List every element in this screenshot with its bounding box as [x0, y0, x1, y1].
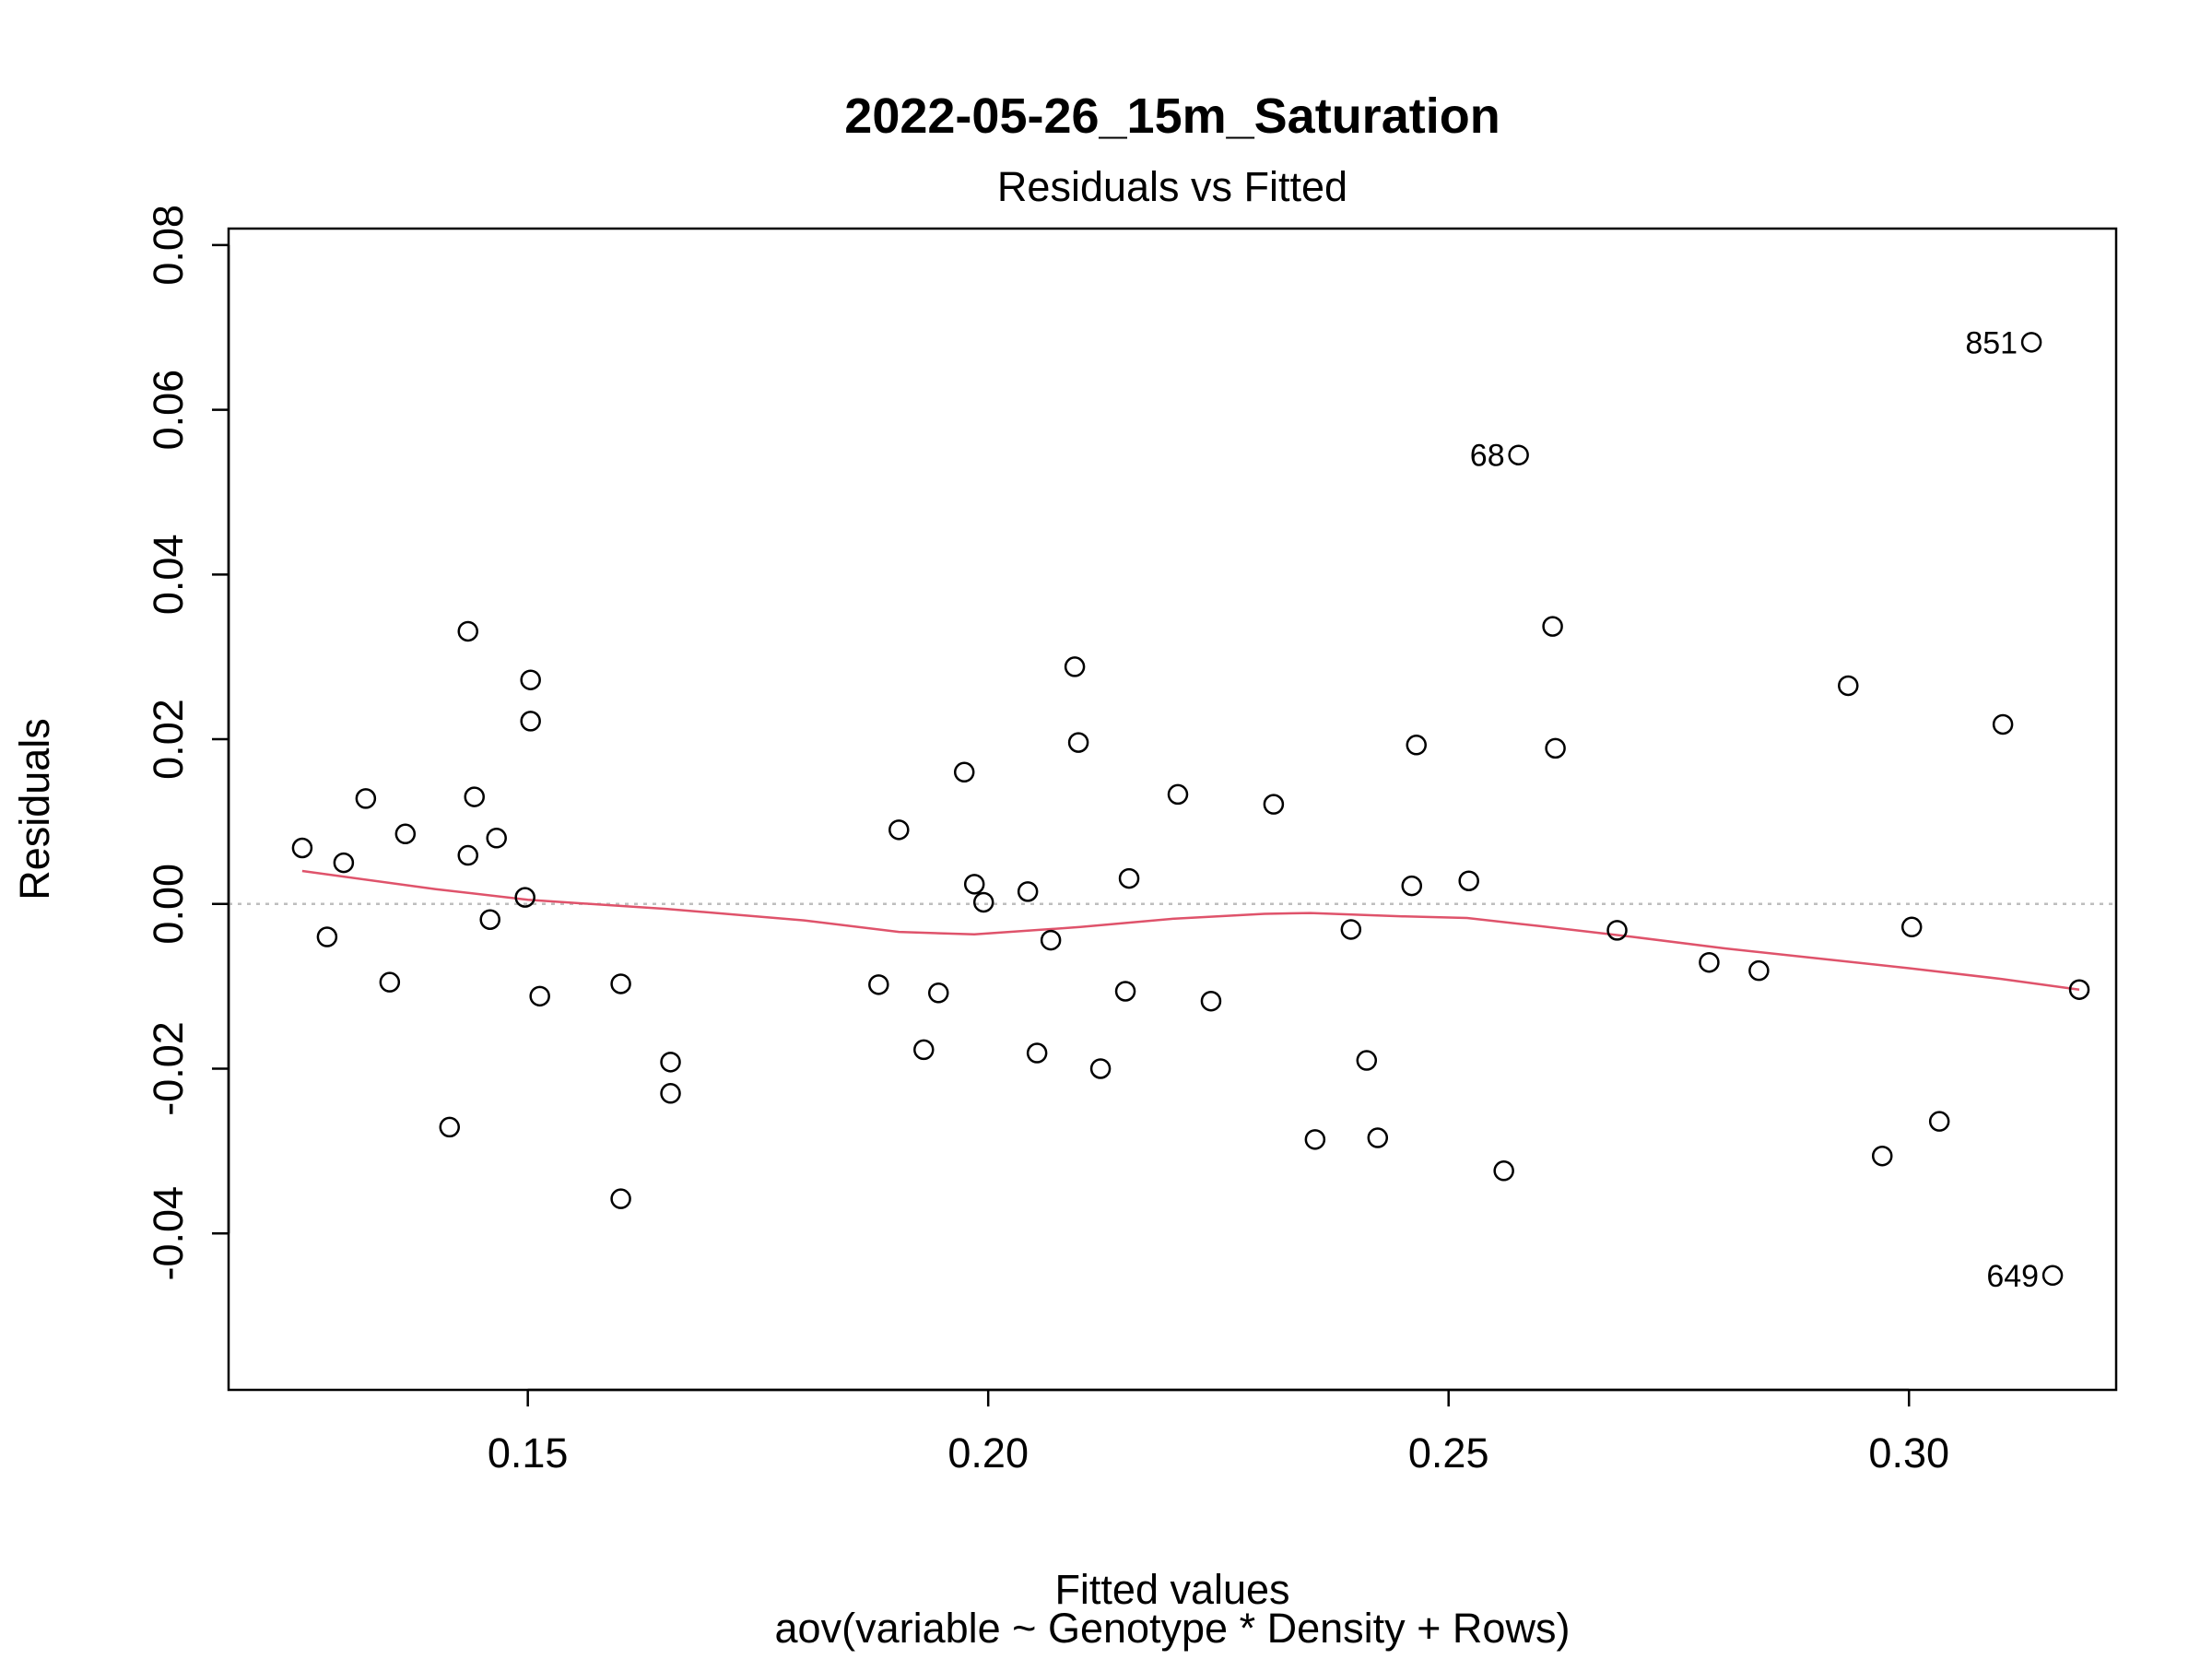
data-point	[1458, 870, 1479, 891]
y-tick-label: 0.08	[145, 205, 192, 286]
x-axis-label: Fitted values	[1054, 1566, 1289, 1613]
data-point	[963, 874, 985, 895]
data-point	[1748, 959, 1770, 982]
x-axis: 0.15 0.20 0.25 0.30	[488, 1388, 1949, 1477]
y-tick-label: 0.02	[145, 699, 192, 780]
y-axis-label: Residuals	[11, 718, 58, 900]
data-point	[610, 973, 631, 994]
x-tick-label: 0.30	[1868, 1430, 1949, 1477]
y-tick-label: 0.04	[145, 535, 192, 616]
smooth-layer	[301, 869, 2080, 991]
data-point	[927, 982, 949, 1004]
data-point	[457, 620, 478, 642]
data-point	[1838, 675, 1859, 697]
data-point	[486, 828, 507, 849]
data-point	[1928, 1111, 1950, 1132]
data-point	[316, 926, 338, 947]
data-point	[355, 788, 377, 809]
data-point	[953, 761, 975, 783]
data-point	[457, 844, 478, 866]
data-point	[913, 1039, 935, 1061]
data-point	[1340, 919, 1362, 940]
data-point	[394, 823, 417, 845]
data-point	[1089, 1058, 1112, 1079]
smooth-line	[301, 869, 2080, 991]
points-layer: 68 851 649	[291, 325, 2090, 1294]
data-point	[1118, 867, 1140, 889]
data-point	[1026, 1042, 1048, 1064]
data-point	[439, 1116, 461, 1138]
data-point	[1067, 732, 1089, 753]
data-point	[1992, 713, 2014, 735]
data-point	[333, 852, 355, 874]
data-point	[479, 909, 500, 930]
x-tick-label: 0.25	[1408, 1430, 1489, 1477]
data-point	[868, 974, 889, 995]
data-point	[1493, 1160, 1514, 1182]
data-point	[1401, 875, 1422, 897]
chart-title: 2022-05-26_15m_Saturation	[844, 88, 1500, 144]
data-point	[1367, 1127, 1389, 1148]
y-axis: -0.04 -0.02 0.00 0.02 0.04 0.06 0.08	[145, 205, 230, 1281]
data-point	[1871, 1145, 1893, 1167]
data-point	[1900, 916, 1923, 938]
data-point	[520, 669, 541, 690]
data-point	[379, 971, 401, 993]
data-point	[529, 985, 550, 1007]
y-tick-label: -0.02	[145, 1021, 192, 1116]
data-point	[2041, 1265, 2064, 1287]
data-point	[610, 1188, 631, 1209]
data-point	[520, 711, 541, 732]
data-point	[2068, 979, 2090, 1000]
data-point	[1356, 1050, 1378, 1071]
data-point	[1040, 929, 1062, 951]
data-point	[972, 891, 994, 913]
data-point	[1406, 735, 1427, 756]
point-label: 649	[1986, 1259, 2039, 1294]
x-tick-label: 0.15	[488, 1430, 569, 1477]
y-tick-label: 0.06	[145, 370, 192, 451]
data-point	[660, 1083, 681, 1104]
data-point	[291, 837, 313, 859]
x-tick-label: 0.20	[947, 1430, 1029, 1477]
data-point	[1545, 737, 1566, 759]
data-point	[660, 1052, 681, 1073]
data-point	[1606, 920, 1628, 941]
point-label: 851	[1965, 325, 2018, 360]
y-tick-label: -0.04	[145, 1186, 192, 1281]
x-axis-sublabel: aov(variable ~ Genotype * Density + Rows…	[775, 1605, 1571, 1652]
data-point	[514, 887, 535, 908]
data-point	[1263, 794, 1285, 815]
data-point	[1200, 990, 1222, 1012]
y-tick-label: 0.00	[145, 864, 192, 945]
data-point	[1017, 881, 1039, 902]
data-point	[2020, 332, 2042, 353]
data-point	[1699, 951, 1720, 973]
data-point	[464, 786, 485, 807]
chart-subtitle: Residuals vs Fitted	[997, 163, 1347, 210]
data-point	[1542, 616, 1563, 637]
data-point	[1508, 444, 1529, 465]
data-point	[888, 819, 910, 841]
data-point	[1304, 1129, 1326, 1150]
data-point	[1064, 656, 1086, 677]
data-point	[1114, 981, 1136, 1002]
data-point	[1167, 783, 1189, 806]
point-label: 68	[1470, 439, 1505, 474]
